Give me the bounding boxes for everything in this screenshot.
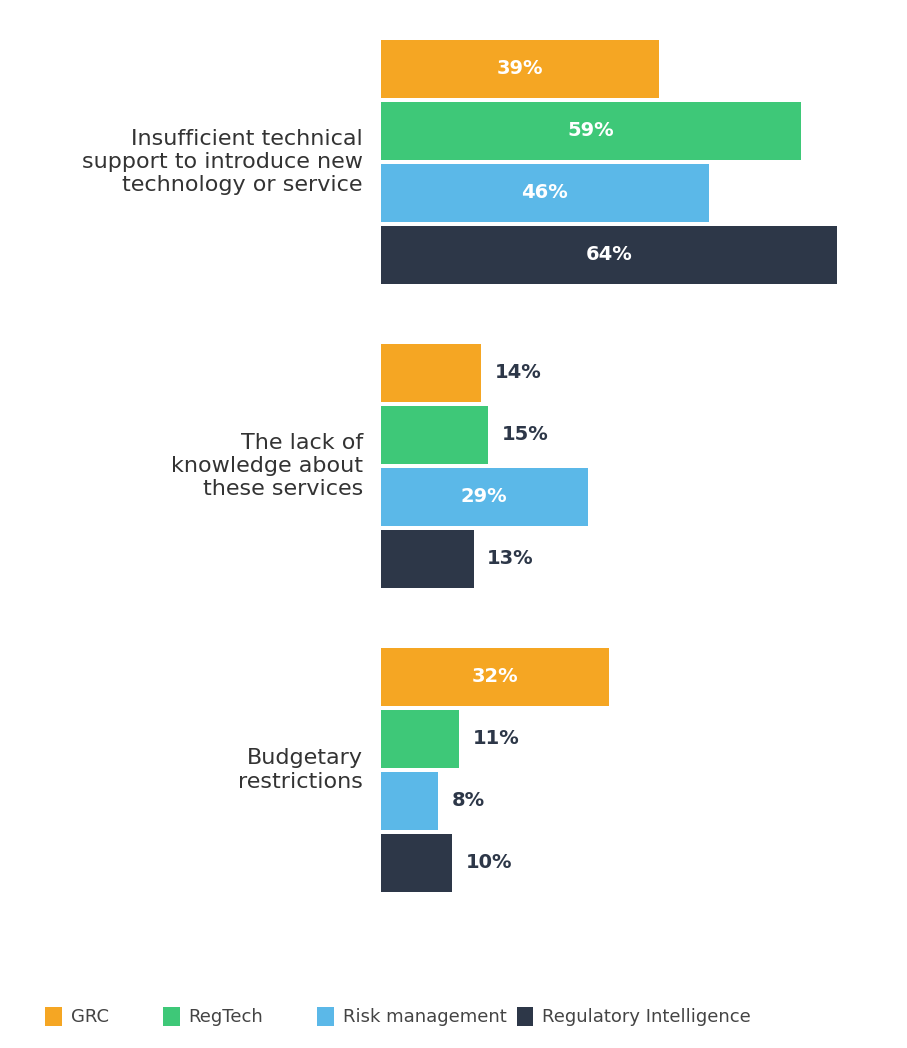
Text: Regulatory Intelligence: Regulatory Intelligence [542, 1007, 751, 1026]
Text: GRC: GRC [71, 1007, 109, 1026]
Text: 32%: 32% [472, 668, 518, 686]
Text: 39%: 39% [497, 60, 543, 79]
Text: 59%: 59% [568, 122, 614, 140]
Text: 15%: 15% [502, 425, 548, 444]
Text: Insufficient technical
support to introduce new
technology or service: Insufficient technical support to introd… [82, 129, 363, 195]
Text: Budgetary
restrictions: Budgetary restrictions [238, 748, 363, 791]
Text: 10%: 10% [466, 853, 512, 873]
Text: 13%: 13% [487, 549, 534, 568]
Text: 11%: 11% [473, 729, 520, 748]
Text: 14%: 14% [494, 364, 541, 383]
Text: 64%: 64% [586, 245, 632, 264]
Text: The lack of
knowledge about
these services: The lack of knowledge about these servic… [171, 433, 363, 499]
Text: 8%: 8% [452, 791, 484, 810]
Text: RegTech: RegTech [189, 1007, 263, 1026]
Text: 46%: 46% [522, 183, 568, 202]
Text: Risk management: Risk management [343, 1007, 507, 1026]
Text: 29%: 29% [461, 487, 508, 506]
